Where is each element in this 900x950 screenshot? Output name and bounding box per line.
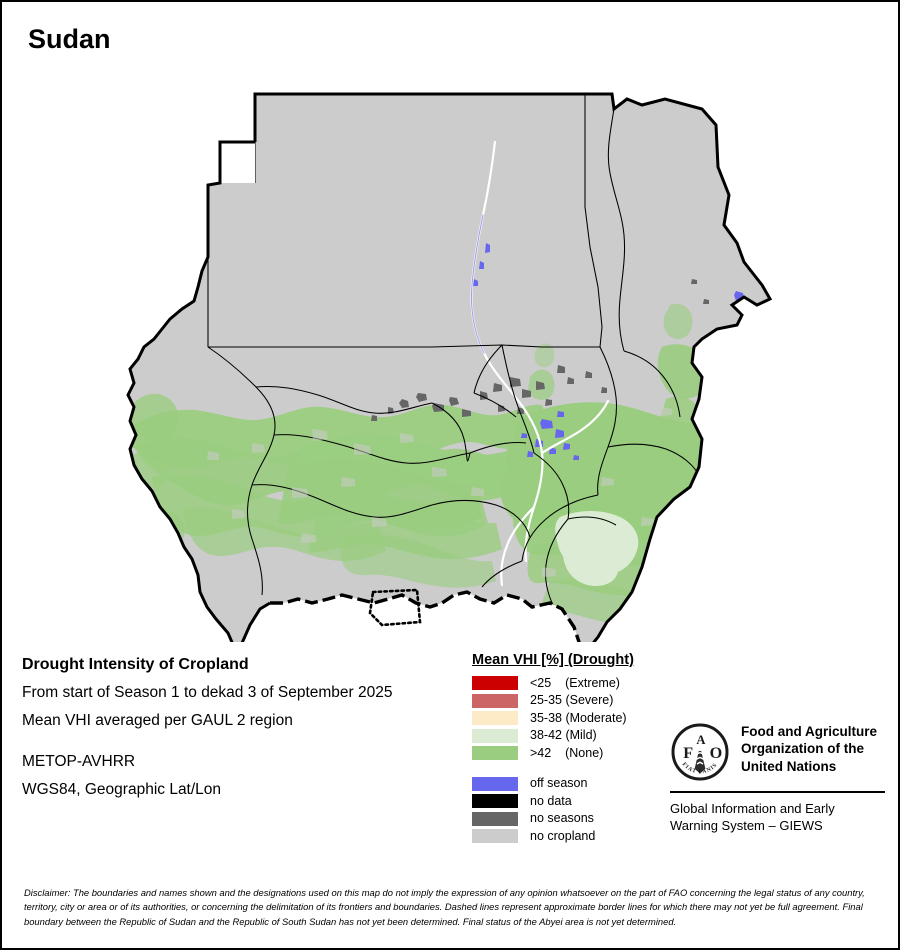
- legend-swatch-no-seasons: [472, 811, 518, 826]
- legend-label-none: >42 (None): [530, 745, 604, 760]
- sudan-map-graphic: [126, 92, 773, 642]
- map-disclaimer: Disclaimer: The boundaries and names sho…: [24, 887, 865, 927]
- legend-spacer: [472, 763, 672, 776]
- page-title: Sudan: [28, 24, 111, 54]
- country-border-west: [126, 140, 271, 642]
- map-period: From start of Season 1 to dekad 3 of Sep…: [22, 684, 393, 701]
- map-sensor: METOP-AVHRR: [22, 753, 136, 770]
- fao-logo-icon: F A O FIAT PANIS: [671, 723, 729, 781]
- fao-org-line-1: Food and Agriculture: [741, 724, 877, 739]
- legend-item-mild: 38-42 (Mild): [472, 728, 672, 744]
- legend-label-moderate: 35-38 (Moderate): [530, 710, 627, 725]
- svg-text:F: F: [683, 744, 693, 762]
- legend-swatch-extreme: [472, 676, 518, 690]
- svg-text:A: A: [696, 733, 705, 747]
- svg-text:O: O: [710, 744, 723, 762]
- legend-swatch-mild: [472, 728, 518, 743]
- fao-organization-name: Food and Agriculture Organization of the…: [741, 722, 877, 775]
- legend-label-no-seasons: no seasons: [530, 811, 594, 826]
- fao-branding-block: F A O FIAT PANIS Food and Agriculture Or…: [670, 722, 885, 835]
- fao-divider: [670, 791, 885, 793]
- legend-item-no-seasons: no seasons: [472, 811, 672, 827]
- legend-swatch-severe: [472, 693, 518, 708]
- map-subject: Drought Intensity of Cropland: [22, 656, 249, 673]
- legend-item-off-season: off season: [472, 776, 672, 792]
- cropland-texture: [207, 407, 672, 577]
- map-canvas[interactable]: [2, 47, 898, 642]
- map-projection: WGS84, Geographic Lat/Lon: [22, 780, 222, 798]
- map-aggregation: Mean VHI averaged per GAUL 2 region: [22, 711, 293, 729]
- abyei-area-boundary: [368, 588, 422, 627]
- legend-label-no-cropland: no cropland: [530, 828, 596, 843]
- giews-line-1: Global Information and Early: [670, 801, 835, 816]
- river-network-blue: [471, 214, 485, 354]
- country-border-dashed-south: [270, 590, 581, 642]
- legend-label-no-data: no data: [530, 793, 572, 808]
- legend-label-mild: 38-42 (Mild): [530, 728, 597, 743]
- map-info-block: Drought Intensity of Cropland From start…: [22, 657, 462, 809]
- fao-org-line-3: United Nations: [741, 758, 837, 774]
- map-legend: Mean VHI [%] (Drought) <25 (Extreme) 25-…: [472, 652, 672, 846]
- map-base-fill: [128, 94, 770, 642]
- legend-label-extreme: <25 (Extreme): [530, 675, 620, 690]
- country-border-solid: [253, 92, 773, 642]
- admin-boundaries: [207, 94, 701, 608]
- fao-org-line-2: Organization of the: [741, 741, 864, 757]
- legend-swatch-none: [472, 746, 518, 760]
- giews-line-2: Warning System – GIEWS: [670, 818, 823, 834]
- legend-swatch-no-cropland: [472, 829, 518, 843]
- legend-label-severe: 25-35 (Severe): [530, 693, 614, 708]
- legend-swatch-no-data: [472, 794, 518, 808]
- legend-item-no-cropland: no cropland: [472, 828, 672, 844]
- legend-item-moderate: 35-38 (Moderate): [472, 710, 672, 726]
- legend-swatch-moderate: [472, 711, 518, 725]
- legend-item-severe: 25-35 (Severe): [472, 693, 672, 709]
- legend-item-none: >42 (None): [472, 745, 672, 761]
- legend-item-no-data: no data: [472, 793, 672, 809]
- info-spacer: [22, 740, 462, 754]
- legend-item-extreme: <25 (Extreme): [472, 675, 672, 691]
- legend-swatch-off-season: [472, 776, 518, 791]
- no-seasons-areas: [371, 279, 709, 421]
- legend-title: Mean VHI [%] (Drought): [472, 652, 634, 668]
- legend-label-off-season: off season: [530, 776, 588, 791]
- cropland-mild-class: [555, 511, 639, 587]
- giews-system-name: Global Information and Early Warning Sys…: [670, 800, 885, 835]
